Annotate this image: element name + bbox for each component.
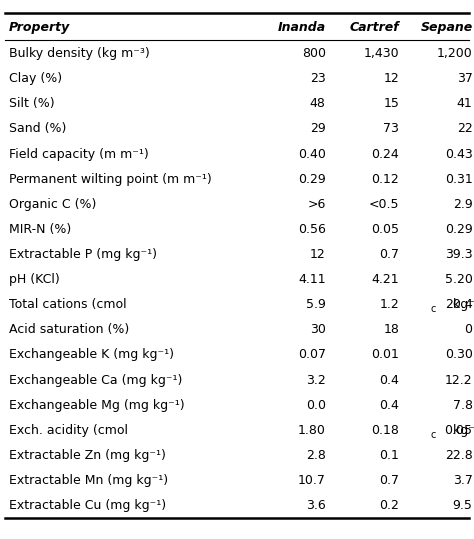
Text: Extractable P (mg kg⁻¹): Extractable P (mg kg⁻¹) bbox=[9, 248, 156, 261]
Text: 800: 800 bbox=[301, 47, 326, 60]
Text: 1,430: 1,430 bbox=[364, 47, 399, 60]
Text: 0.40: 0.40 bbox=[298, 148, 326, 161]
Text: 0.29: 0.29 bbox=[445, 223, 473, 236]
Text: Organic C (%): Organic C (%) bbox=[9, 198, 96, 211]
Text: 0.07: 0.07 bbox=[298, 349, 326, 362]
Text: 15: 15 bbox=[383, 98, 399, 110]
Text: 0.4: 0.4 bbox=[379, 399, 399, 412]
Text: Bulky density (kg m⁻³): Bulky density (kg m⁻³) bbox=[9, 47, 149, 60]
Text: 5.9: 5.9 bbox=[306, 298, 326, 311]
Text: Acid saturation (%): Acid saturation (%) bbox=[9, 323, 129, 336]
Text: c: c bbox=[430, 430, 436, 440]
Text: 20.4: 20.4 bbox=[445, 298, 473, 311]
Text: 1.80: 1.80 bbox=[298, 424, 326, 437]
Text: 0.1: 0.1 bbox=[379, 449, 399, 462]
Text: 4.21: 4.21 bbox=[372, 273, 399, 286]
Text: 12: 12 bbox=[310, 248, 326, 261]
Text: Permanent wilting point (m m⁻¹): Permanent wilting point (m m⁻¹) bbox=[9, 172, 211, 186]
Text: 9.5: 9.5 bbox=[453, 499, 473, 512]
Text: 18: 18 bbox=[383, 323, 399, 336]
Text: 0.24: 0.24 bbox=[371, 148, 399, 161]
Text: <0.5: <0.5 bbox=[369, 198, 399, 211]
Text: 39.3: 39.3 bbox=[445, 248, 473, 261]
Text: 3.2: 3.2 bbox=[306, 374, 326, 386]
Text: 12.2: 12.2 bbox=[445, 374, 473, 386]
Text: Extractable Cu (mg kg⁻¹): Extractable Cu (mg kg⁻¹) bbox=[9, 499, 165, 512]
Text: 0.2: 0.2 bbox=[379, 499, 399, 512]
Text: 1.2: 1.2 bbox=[379, 298, 399, 311]
Text: 4.11: 4.11 bbox=[298, 273, 326, 286]
Text: 3.7: 3.7 bbox=[453, 474, 473, 487]
Text: Exchangeable Ca (mg kg⁻¹): Exchangeable Ca (mg kg⁻¹) bbox=[9, 374, 182, 386]
Text: 0.12: 0.12 bbox=[371, 172, 399, 186]
Text: 7.8: 7.8 bbox=[453, 399, 473, 412]
Text: 30: 30 bbox=[310, 323, 326, 336]
Text: Sand (%): Sand (%) bbox=[9, 122, 66, 135]
Text: 12: 12 bbox=[383, 72, 399, 85]
Text: 0.01: 0.01 bbox=[371, 349, 399, 362]
Text: Total cations (cmol: Total cations (cmol bbox=[9, 298, 126, 311]
Text: kg⁻¹): kg⁻¹) bbox=[449, 424, 474, 437]
Text: 0.43: 0.43 bbox=[445, 148, 473, 161]
Text: 0.0: 0.0 bbox=[306, 399, 326, 412]
Text: 22: 22 bbox=[457, 122, 473, 135]
Text: 37: 37 bbox=[457, 72, 473, 85]
Text: 22.8: 22.8 bbox=[445, 449, 473, 462]
Text: Exchangeable K (mg kg⁻¹): Exchangeable K (mg kg⁻¹) bbox=[9, 349, 173, 362]
Text: c: c bbox=[430, 304, 436, 314]
Text: 0.18: 0.18 bbox=[371, 424, 399, 437]
Text: 41: 41 bbox=[457, 98, 473, 110]
Text: 1,200: 1,200 bbox=[437, 47, 473, 60]
Text: Clay (%): Clay (%) bbox=[9, 72, 62, 85]
Text: 2.9: 2.9 bbox=[453, 198, 473, 211]
Text: 0.7: 0.7 bbox=[379, 248, 399, 261]
Text: Property: Property bbox=[9, 21, 70, 34]
Text: >6: >6 bbox=[307, 198, 326, 211]
Text: 0.56: 0.56 bbox=[298, 223, 326, 236]
Text: Inanda: Inanda bbox=[277, 21, 326, 34]
Text: 0.05: 0.05 bbox=[445, 424, 473, 437]
Text: Cartref: Cartref bbox=[349, 21, 399, 34]
Text: 10.7: 10.7 bbox=[298, 474, 326, 487]
Text: 0.4: 0.4 bbox=[379, 374, 399, 386]
Text: 0.29: 0.29 bbox=[298, 172, 326, 186]
Text: Extractable Mn (mg kg⁻¹): Extractable Mn (mg kg⁻¹) bbox=[9, 474, 168, 487]
Text: kg⁻¹): kg⁻¹) bbox=[449, 298, 474, 311]
Text: Silt (%): Silt (%) bbox=[9, 98, 54, 110]
Text: 73: 73 bbox=[383, 122, 399, 135]
Text: MIR-N (%): MIR-N (%) bbox=[9, 223, 71, 236]
Text: 0.05: 0.05 bbox=[371, 223, 399, 236]
Text: 23: 23 bbox=[310, 72, 326, 85]
Text: 0: 0 bbox=[465, 323, 473, 336]
Text: 48: 48 bbox=[310, 98, 326, 110]
Text: 29: 29 bbox=[310, 122, 326, 135]
Text: 0.30: 0.30 bbox=[445, 349, 473, 362]
Text: pH (KCl): pH (KCl) bbox=[9, 273, 59, 286]
Text: 0.31: 0.31 bbox=[445, 172, 473, 186]
Text: 2.8: 2.8 bbox=[306, 449, 326, 462]
Text: 3.6: 3.6 bbox=[306, 499, 326, 512]
Text: 0.7: 0.7 bbox=[379, 474, 399, 487]
Text: Extractable Zn (mg kg⁻¹): Extractable Zn (mg kg⁻¹) bbox=[9, 449, 165, 462]
Text: Exch. acidity (cmol: Exch. acidity (cmol bbox=[9, 424, 128, 437]
Text: Exchangeable Mg (mg kg⁻¹): Exchangeable Mg (mg kg⁻¹) bbox=[9, 399, 184, 412]
Text: Field capacity (m m⁻¹): Field capacity (m m⁻¹) bbox=[9, 148, 148, 161]
Text: Sepane: Sepane bbox=[420, 21, 473, 34]
Text: 5.20: 5.20 bbox=[445, 273, 473, 286]
